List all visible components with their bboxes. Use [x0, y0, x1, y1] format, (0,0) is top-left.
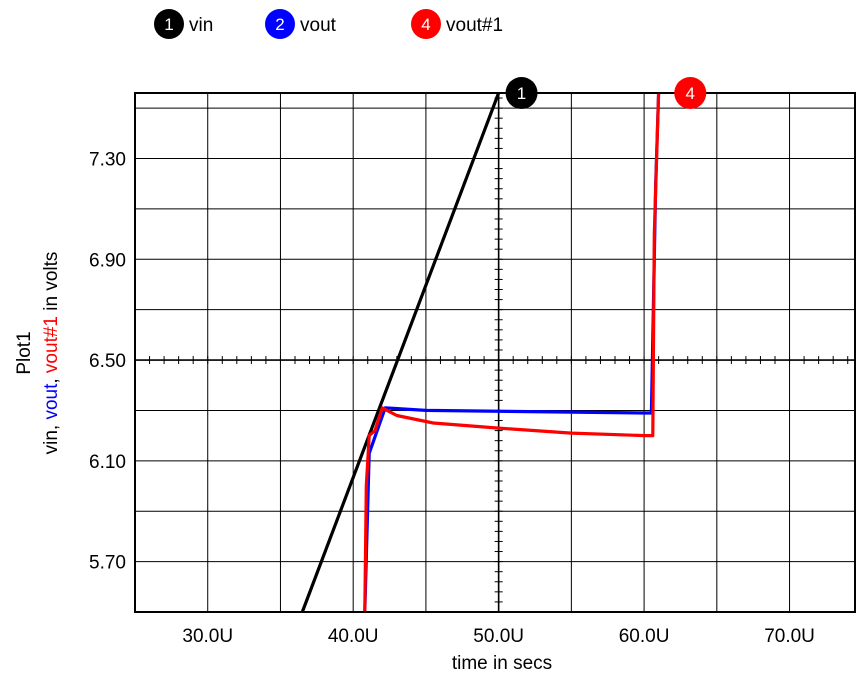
y-tick-label: 5.70 — [89, 553, 126, 574]
y-axis-title-part: , — [41, 373, 62, 384]
trace-marker-1: 1 — [505, 77, 538, 109]
legend-item-vout: 2 vout — [265, 9, 337, 39]
plot-name: Plot1 — [14, 331, 35, 374]
y-axis-title-part: vin — [41, 430, 62, 454]
trace-marker-badge — [674, 77, 707, 109]
plot-frame — [134, 92, 856, 613]
legend-label: vin — [189, 15, 213, 36]
y-axis-title-part: , — [41, 420, 62, 431]
grid — [135, 93, 855, 612]
x-axis-title: time in secs — [452, 653, 552, 674]
legend-badge-number: 4 — [421, 15, 430, 34]
y-tick-label: 6.10 — [89, 452, 126, 473]
series-line-vin — [300, 92, 501, 613]
x-tick-label: 50.0U — [473, 626, 524, 647]
legend-badge — [411, 9, 441, 39]
series-line-vout — [363, 92, 661, 613]
legend-badge-number: 1 — [164, 15, 173, 34]
trace-marker-4: 4 — [674, 77, 707, 109]
x-tick-label: 40.0U — [328, 626, 379, 647]
plot-border — [134, 92, 856, 613]
y-tick-label: 7.30 — [89, 150, 126, 171]
legend-badge — [265, 9, 295, 39]
legend-label: vout — [300, 15, 337, 36]
trace-marker-badge — [505, 77, 538, 109]
tick-labels: 30.0U 40.0U 50.0U 60.0U 70.0U 5.70 6.10 6.50 6.9… — [89, 150, 815, 647]
y-axis-title-part: in volts — [41, 252, 62, 316]
y-axis-title: vin, vout, vout#1 in volts — [41, 252, 62, 455]
x-tick-label: 30.0U — [182, 626, 233, 647]
y-axis-title-part: vout — [41, 383, 62, 420]
x-tick-label: 60.0U — [619, 626, 670, 647]
trace-marker-number: 1 — [517, 84, 526, 103]
y-axis-title-part: vout#1 — [41, 316, 62, 373]
legend-item-vout-1: 4 vout#1 — [411, 9, 503, 39]
x-tick-label: 70.0U — [764, 626, 815, 647]
legend-item-vin: 1 vin — [154, 9, 213, 39]
y-tick-label: 6.50 — [89, 351, 126, 372]
series-line-vout-1 — [363, 92, 661, 613]
series-layer — [300, 92, 661, 613]
legend: 1 vin 2 vout 4 vout#1 — [154, 9, 503, 39]
legend-badge — [154, 9, 184, 39]
legend-badge-number: 2 — [275, 15, 284, 34]
trace-marker-number: 4 — [686, 84, 695, 103]
y-tick-label: 6.90 — [89, 250, 126, 271]
legend-label: vout#1 — [446, 15, 503, 36]
